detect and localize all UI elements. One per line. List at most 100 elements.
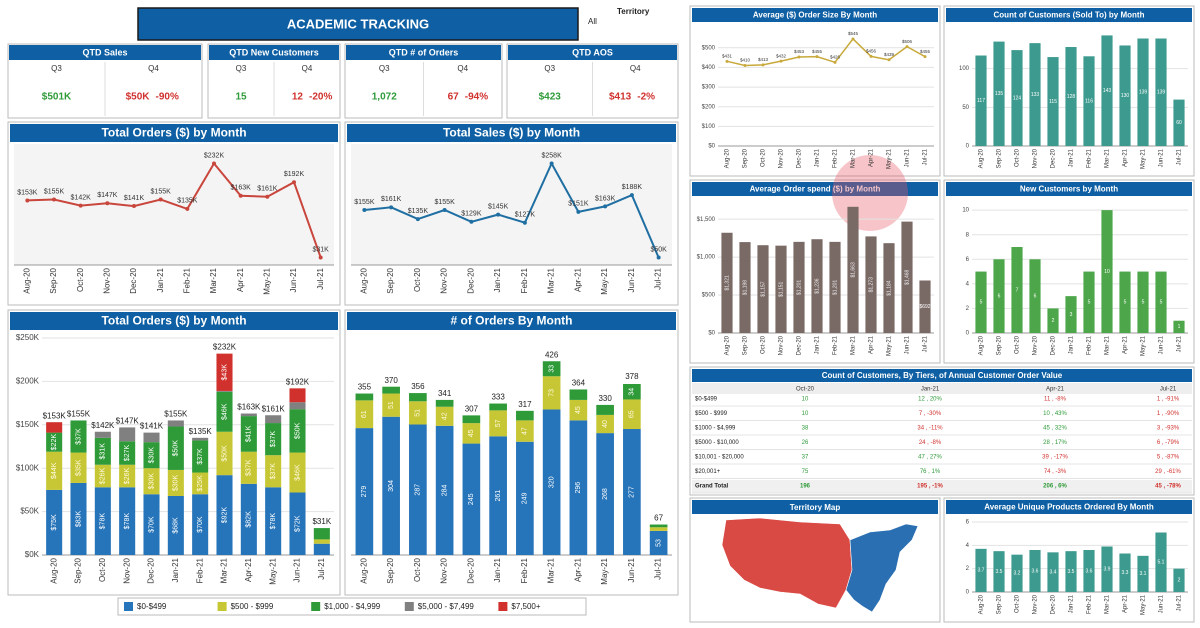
data-label: $163K [595, 195, 616, 202]
data-label: $147K [97, 192, 118, 199]
bar [1011, 554, 1023, 592]
legend-label: $0-$499 [137, 602, 167, 611]
chart-title: New Customers by Month [1020, 185, 1118, 194]
bar-segment [462, 443, 481, 555]
data-label: $1,151 [778, 281, 784, 297]
point [25, 198, 30, 203]
kpi-value: $413 [609, 92, 632, 103]
bar-segment [355, 400, 374, 429]
x-tick-label: Dec-20 [129, 267, 138, 293]
bar-segment [489, 436, 507, 555]
kpi-value: 1,072 [372, 92, 397, 103]
filter-value[interactable]: All [588, 17, 597, 26]
bar-segment [596, 404, 614, 415]
x-tick-label: Jun-21 [1159, 594, 1165, 613]
bar-segment [240, 451, 257, 484]
data-label: 130 [1121, 93, 1130, 99]
table-cell: 195 , -1% [917, 484, 943, 490]
point [265, 194, 270, 199]
bar [1029, 259, 1041, 333]
bar-segment [489, 410, 507, 437]
chart-title: Average Order spend ($) by Month [750, 185, 881, 194]
table-cell: 12 , 20% [918, 397, 942, 403]
bar [757, 245, 769, 333]
bar-segment [409, 393, 427, 402]
point [132, 204, 136, 209]
table-row-label: $500 - $999 [695, 411, 728, 417]
x-tick-label: Nov-20 [440, 267, 449, 293]
bar-segment [462, 423, 481, 444]
point [797, 55, 801, 59]
panel [943, 179, 1195, 364]
point [905, 45, 909, 49]
bar-segment [216, 391, 233, 432]
kpi-column: Q4 [630, 64, 641, 73]
bar-segment [649, 527, 668, 531]
bar [1119, 45, 1131, 146]
x-tick-label: Mar-21 [851, 335, 857, 355]
legend-swatch [311, 602, 321, 611]
data-label: 57 [495, 419, 502, 427]
bar [1083, 271, 1095, 333]
title-bar [692, 182, 938, 196]
kpi-title: QTD New Customers [229, 47, 319, 57]
data-label: $92K [221, 507, 228, 524]
bar-segment [289, 388, 306, 403]
data-label: $455 [920, 49, 931, 54]
x-tick-label: Sep-20 [49, 267, 58, 293]
x-tick-label: Jun-21 [289, 267, 298, 292]
data-label: $155K [44, 188, 65, 195]
x-tick-label: Jan-21 [156, 267, 165, 292]
table-title: Count of Customers, By Tiers, of Annual … [822, 371, 1063, 380]
data-label: $413 [758, 57, 769, 62]
data-label: $78K [100, 513, 107, 530]
data-label: 51 [415, 409, 422, 417]
data-label: 279 [361, 486, 368, 498]
x-tick-label: Nov-20 [1033, 335, 1039, 355]
point [923, 55, 927, 59]
total-label: 356 [411, 382, 425, 391]
table-cell: 38 [802, 426, 809, 432]
x-tick-label: Feb-21 [520, 557, 529, 583]
total-label: 355 [358, 383, 372, 392]
table-header-row [692, 383, 1192, 394]
x-tick-label: Nov-20 [102, 267, 111, 293]
point [389, 205, 394, 210]
data-label: 3.2 [1014, 571, 1021, 577]
point [761, 63, 765, 67]
kpi-column: Q3 [379, 64, 390, 73]
x-tick-label: Mar-21 [1105, 594, 1111, 614]
y-tick-label: $400 [702, 65, 716, 71]
bar-segment [649, 530, 668, 555]
total-label: $232K [213, 343, 237, 352]
kpi-title-bar [209, 45, 339, 60]
data-label: $46K [221, 403, 228, 420]
x-tick-label: Sep-20 [386, 267, 395, 293]
x-tick-label: Aug-20 [49, 557, 58, 583]
bar-segment [70, 482, 87, 555]
x-tick-label: Oct-20 [413, 267, 422, 292]
table-cell: 29 , -61% [1155, 469, 1181, 475]
data-label: $22K [51, 434, 58, 451]
x-tick-label: May-21 [262, 267, 271, 294]
point [725, 59, 729, 63]
kpi-title: QTD Sales [82, 47, 127, 57]
data-label: $456 [866, 49, 877, 54]
data-label: 249 [522, 492, 529, 504]
bar-segment [542, 376, 561, 410]
y-tick-label: $200 [702, 104, 716, 110]
bar [1065, 551, 1077, 592]
total-label: $141K [140, 422, 164, 431]
data-label: $72K [294, 515, 301, 532]
legend-swatch [404, 602, 414, 611]
line [27, 161, 322, 258]
bar-segment [265, 415, 282, 424]
total-label: 317 [518, 400, 532, 409]
x-tick-label: Oct-20 [76, 267, 85, 292]
table-cell: 10 , 43% [1043, 411, 1067, 417]
data-label: 139 [1139, 90, 1148, 96]
x-tick-label: Dec-20 [1051, 148, 1057, 168]
total-label: $163K [237, 403, 261, 412]
bar [1101, 35, 1113, 147]
